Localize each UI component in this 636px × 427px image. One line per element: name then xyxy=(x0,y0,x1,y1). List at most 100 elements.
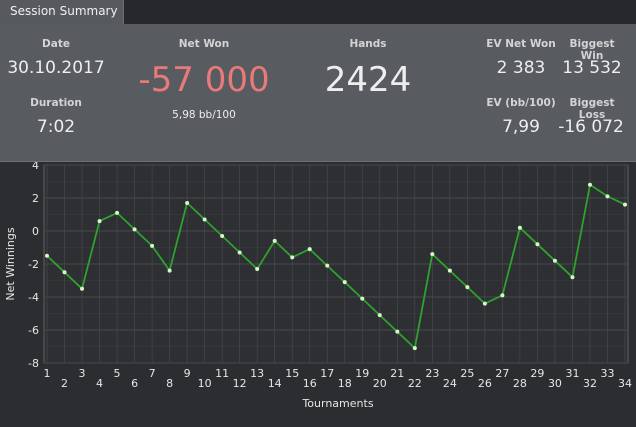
x-tick-label: 16 xyxy=(303,377,317,390)
data-point xyxy=(447,268,452,273)
x-tick-label: 31 xyxy=(565,367,579,380)
data-point xyxy=(290,255,295,260)
data-point xyxy=(482,301,487,306)
y-tick-label: -2 xyxy=(28,258,39,271)
x-tick-label: 29 xyxy=(530,367,544,380)
x-tick-label: 25 xyxy=(460,367,474,380)
data-point xyxy=(465,285,470,290)
date-value: 30.10.2017 xyxy=(7,58,105,78)
series-points xyxy=(45,182,627,351)
ev-bb100-label: EV (bb/100) xyxy=(486,97,556,109)
data-point xyxy=(132,227,137,232)
data-point xyxy=(220,233,225,238)
x-tick-label: 7 xyxy=(149,367,156,380)
net-winnings-chart: 4 2 0 -2 -4 -6 -8 1 2 3 4 5 6 7 8 9 10 11 12 13 14 15 16 17 18 19… xyxy=(0,159,636,423)
biggest-win-value: 13 532 xyxy=(562,58,622,78)
data-point xyxy=(80,286,85,291)
series-line xyxy=(46,183,626,350)
x-tick-label: 22 xyxy=(408,377,422,390)
x-tick-label: 5 xyxy=(114,367,121,380)
ev-bb100-value: 7,99 xyxy=(502,117,540,137)
data-point xyxy=(500,293,505,298)
net-won-bb100: 5,98 bb/100 xyxy=(172,109,236,121)
y-axis-title: Net Winnings xyxy=(4,227,17,300)
x-tick-label: 9 xyxy=(184,367,191,380)
data-point xyxy=(185,200,190,205)
data-point xyxy=(167,268,172,273)
data-point xyxy=(255,266,260,271)
net-won-value: -57 000 xyxy=(138,60,270,100)
data-point xyxy=(307,247,312,252)
x-tick-label: 12 xyxy=(233,377,247,390)
x-tick-label: 24 xyxy=(443,377,457,390)
data-point xyxy=(570,275,575,280)
ev-net-won-label: EV Net Won xyxy=(486,38,556,50)
y-tick-label: -4 xyxy=(28,291,39,304)
y-tick-label: -8 xyxy=(28,357,39,370)
x-tick-label: 28 xyxy=(513,377,527,390)
hands-label: Hands xyxy=(349,38,387,50)
data-point xyxy=(360,296,365,301)
data-point xyxy=(202,217,207,222)
x-tick-label: 30 xyxy=(548,377,562,390)
x-tick-label: 14 xyxy=(268,377,282,390)
data-point xyxy=(342,280,347,285)
series-line-path xyxy=(46,183,626,350)
y-tick-label: 4 xyxy=(32,162,39,172)
x-tick-label: 27 xyxy=(495,367,509,380)
data-point xyxy=(605,194,610,199)
x-tick-label: 23 xyxy=(425,367,439,380)
x-tick-label: 8 xyxy=(166,377,173,390)
tab-session-summary[interactable]: Session Summary xyxy=(0,0,124,24)
hands-value: 2424 xyxy=(324,60,412,100)
data-point xyxy=(377,313,382,318)
duration-value: 7:02 xyxy=(36,117,76,137)
chart-svg: 420-2-4-6-812345678910111213141516171819… xyxy=(4,159,632,410)
x-tick-label: 3 xyxy=(79,367,86,380)
data-point xyxy=(552,258,557,263)
net-won-label: Net Won xyxy=(178,38,230,50)
data-point xyxy=(412,346,417,351)
data-point xyxy=(517,225,522,230)
biggest-win-label: Biggest Win xyxy=(569,38,615,62)
x-tick-label: 21 xyxy=(390,367,404,380)
x-tick-label: 19 xyxy=(355,367,369,380)
x-tick-label: 18 xyxy=(338,377,352,390)
duration-label: Duration xyxy=(30,97,82,109)
x-tick-label: 26 xyxy=(478,377,492,390)
data-point xyxy=(430,252,435,257)
date-label: Date xyxy=(42,38,70,50)
data-point xyxy=(62,270,67,275)
x-tick-label: 34 xyxy=(618,377,632,390)
y-tick-label: -6 xyxy=(28,324,39,337)
tab-bar: Session Summary xyxy=(0,0,636,24)
x-axis-title: Tournaments xyxy=(301,397,373,410)
grid xyxy=(44,164,628,364)
ev-net-won-value: 2 383 xyxy=(496,58,546,78)
biggest-loss-value: -16 072 xyxy=(558,117,624,137)
x-tick-label: 20 xyxy=(373,377,387,390)
data-point xyxy=(237,250,242,255)
x-tick-label: 2 xyxy=(61,377,68,390)
biggest-loss-label: Biggest Loss xyxy=(569,97,615,121)
x-tick-label: 6 xyxy=(131,377,138,390)
y-tick-label: 0 xyxy=(32,225,39,238)
data-point xyxy=(535,242,540,247)
data-point xyxy=(587,182,592,187)
y-tick-label: 2 xyxy=(32,192,39,205)
x-tick-label: 1 xyxy=(44,367,51,380)
x-tick-label: 4 xyxy=(96,377,103,390)
session-summary-panel: Date 30.10.2017 Duration 7:02 Net Won -5… xyxy=(0,24,636,162)
data-point xyxy=(325,263,330,268)
x-tick-label: 13 xyxy=(250,367,264,380)
x-tick-label: 15 xyxy=(285,367,299,380)
data-point xyxy=(272,238,277,243)
x-tick-label: 32 xyxy=(583,377,597,390)
data-point xyxy=(395,329,400,334)
x-tick-label: 33 xyxy=(600,367,614,380)
data-point xyxy=(45,253,49,258)
data-point xyxy=(115,210,120,215)
data-point xyxy=(623,202,627,207)
axis-ticks: 420-2-4-6-812345678910111213141516171819… xyxy=(28,159,632,390)
x-tick-label: 11 xyxy=(215,367,229,380)
